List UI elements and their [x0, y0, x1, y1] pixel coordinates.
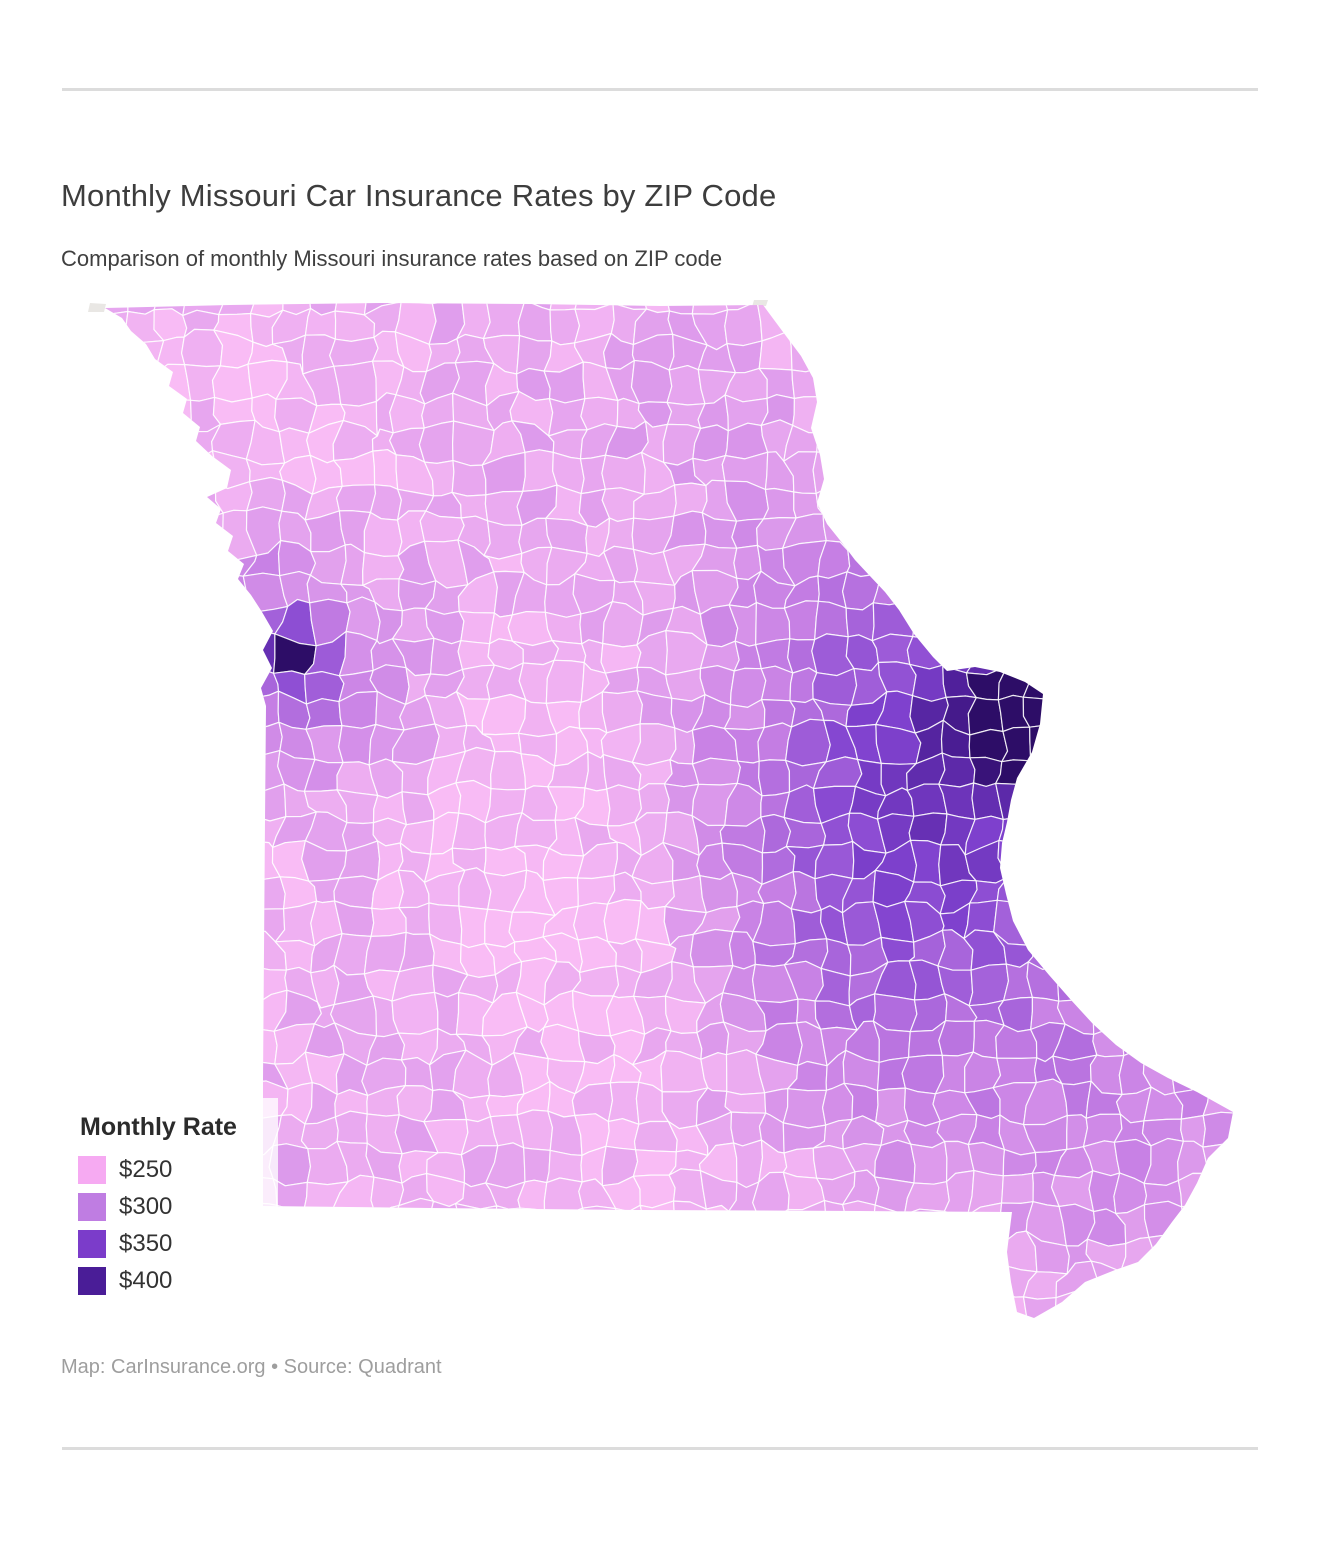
- legend-label: $350: [119, 1230, 173, 1257]
- legend-swatch: [78, 1156, 106, 1184]
- legend-swatch: [78, 1193, 106, 1221]
- legend-item: $250: [78, 1156, 278, 1184]
- page-subtitle: Comparison of monthly Missouri insurance…: [61, 246, 723, 271]
- top-divider: [62, 88, 1258, 91]
- legend-swatch: [78, 1267, 106, 1295]
- legend-label: $300: [119, 1193, 173, 1220]
- map-legend: Monthly Rate $250 $300 $350 $400: [58, 1098, 278, 1322]
- basemap-fragment-nw: [88, 303, 106, 312]
- legend-title: Monthly Rate: [80, 1113, 237, 1141]
- legend-items: $250 $300 $350 $400: [78, 1156, 278, 1295]
- bottom-divider: [62, 1447, 1258, 1450]
- legend-swatch: [78, 1230, 106, 1258]
- legend-label: $400: [119, 1267, 173, 1294]
- legend-item: $350: [78, 1230, 278, 1258]
- legend-item: $400: [78, 1267, 278, 1295]
- page-title: Monthly Missouri Car Insurance Rates by …: [61, 177, 777, 213]
- legend-label: $250: [119, 1156, 173, 1183]
- legend-item: $300: [78, 1193, 278, 1221]
- map-attribution: Map: CarInsurance.org • Source: Quadrant: [61, 1356, 442, 1378]
